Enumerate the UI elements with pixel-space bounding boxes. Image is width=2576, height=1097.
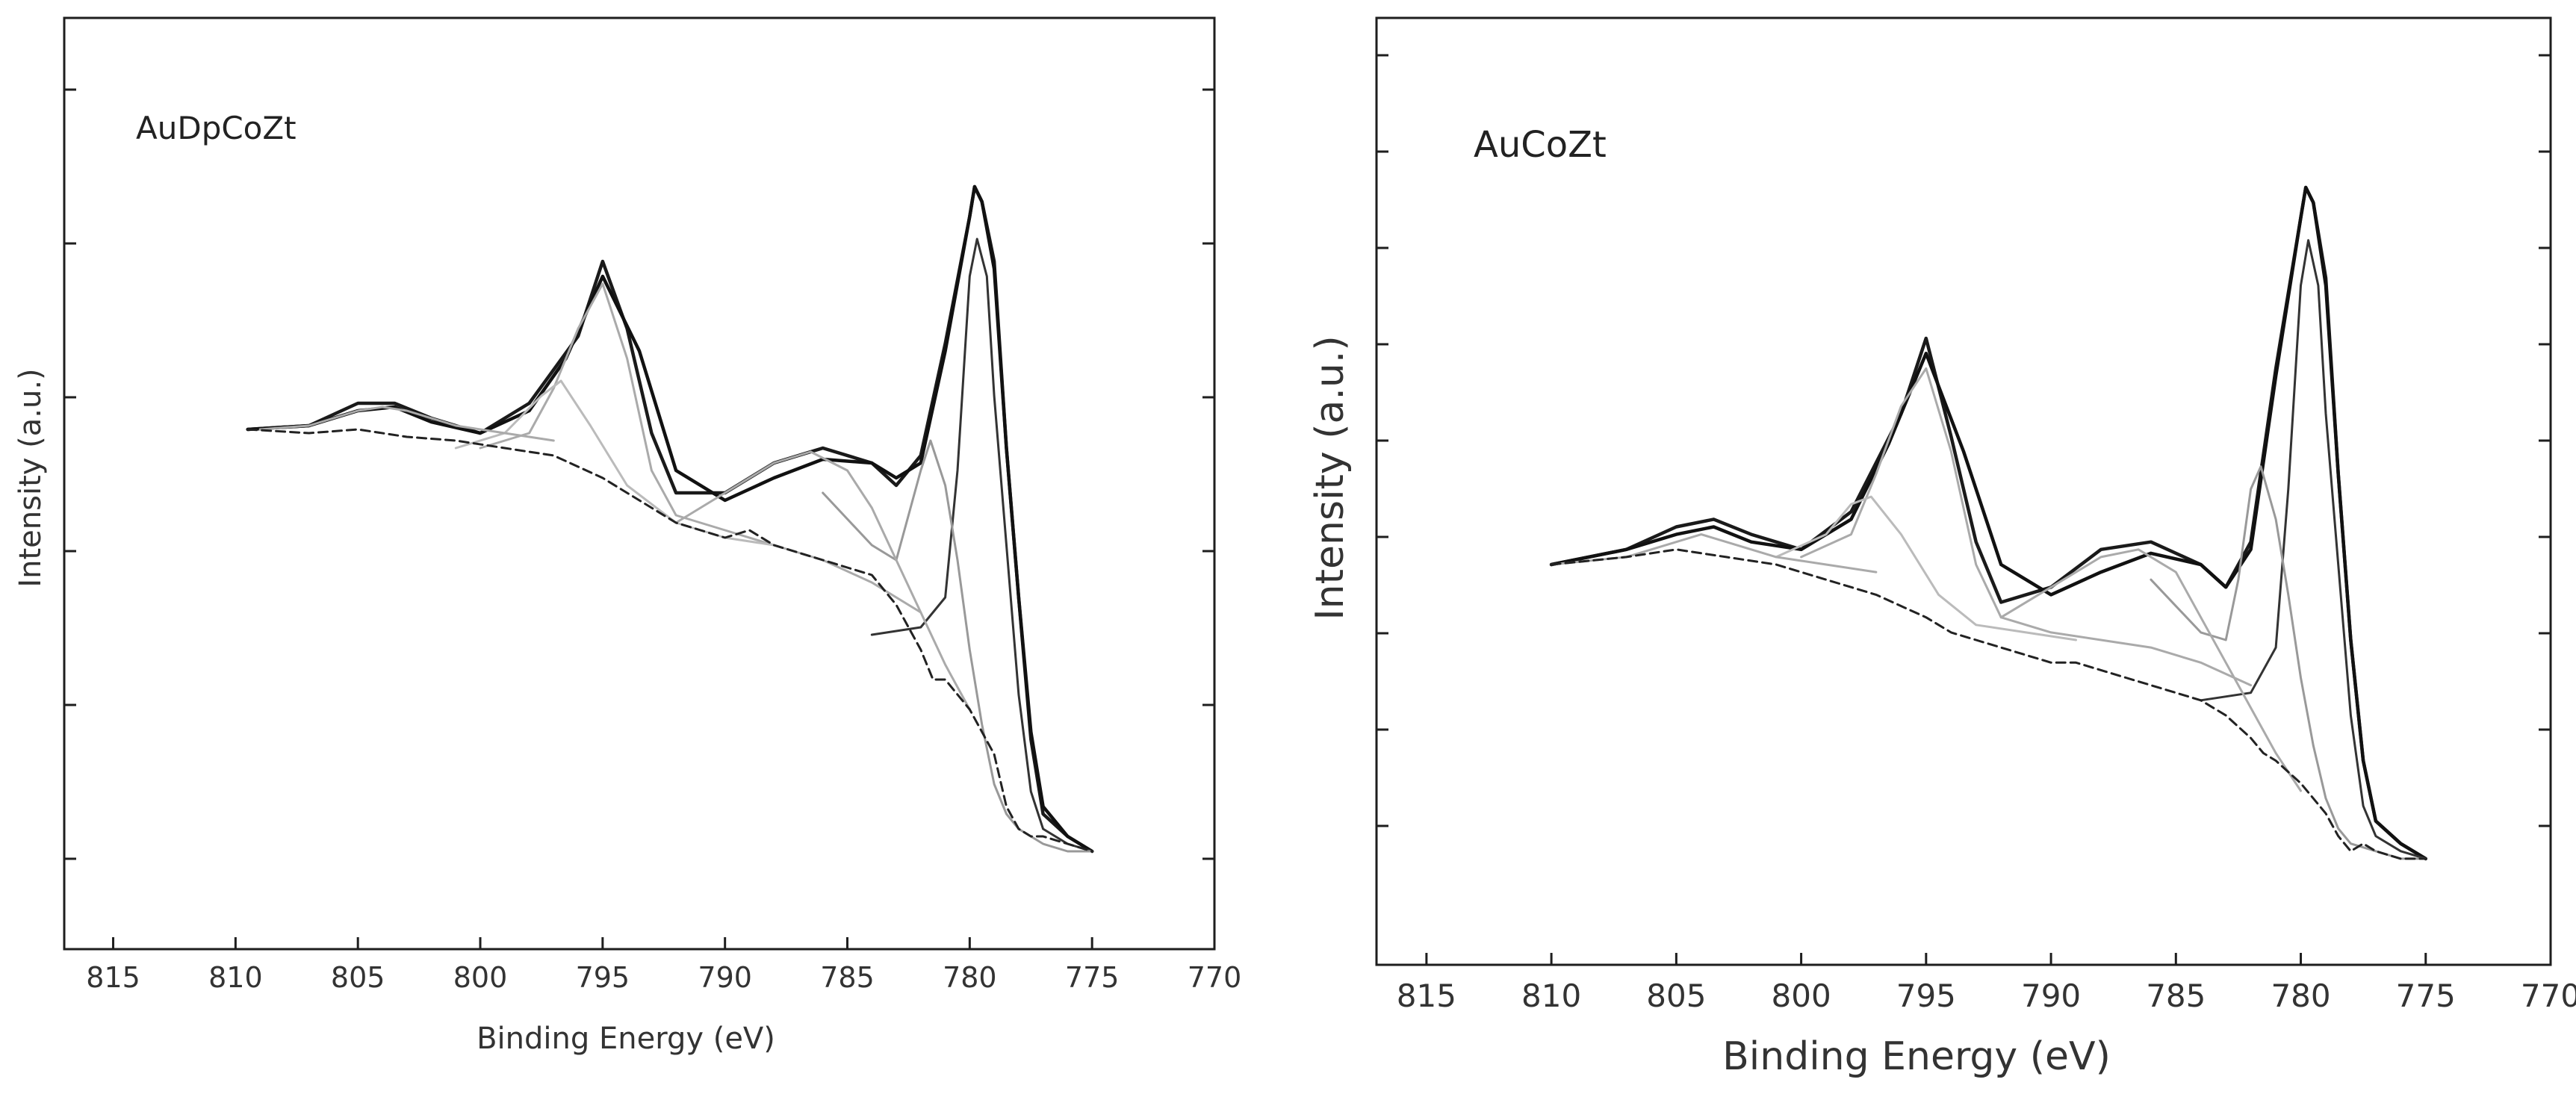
series-layer [1549, 185, 2428, 861]
x-tick-label: 805 [331, 961, 385, 994]
x-tick-label: 815 [86, 961, 140, 994]
x-tick-label: 780 [2271, 978, 2330, 1014]
series-component-796-7-ev [454, 379, 775, 547]
x-tick-label: 775 [2396, 978, 2456, 1014]
y-ticks [1377, 54, 2551, 827]
series-fit-envelope [1549, 185, 2428, 861]
y-axis-label: Intensity (a.u.) [13, 368, 48, 587]
chart-panel-audpcozt: 815 810 805 800 795 790 785 780 775 770 AuDpCoZt … [13, 16, 1241, 1056]
y-axis-label: Intensity (a.u.) [1308, 335, 1353, 620]
y-ticks [64, 88, 1214, 860]
series-component-786-5-ev [674, 450, 971, 711]
series-background [246, 428, 1093, 853]
series-component-797-2-ev [1775, 495, 2077, 641]
series-background [1550, 548, 2427, 860]
x-tick-label: 785 [2146, 978, 2206, 1014]
plot-frame [1375, 16, 2552, 966]
x-tick-label: 790 [2021, 978, 2081, 1014]
series-component-779-7-ev [2200, 239, 2427, 860]
x-tick-label: 770 [1188, 961, 1242, 994]
x-tick-label: 810 [208, 961, 263, 994]
x-axis-label: Binding Energy (eV) [477, 1022, 775, 1056]
x-ticks: 815 810 805 800 795 790 785 780 775 770 [86, 937, 1241, 994]
plot-frame [63, 16, 1216, 951]
x-tick-label: 800 [1772, 978, 1831, 1014]
series-component-781-6-ev [2150, 465, 2427, 860]
x-tick-label: 785 [820, 961, 875, 994]
x-tick-label: 805 [1646, 978, 1706, 1014]
x-tick-label: 815 [1397, 978, 1456, 1014]
series-component-804-ev [1550, 533, 1878, 574]
series-component-795-ev [479, 282, 922, 614]
x-tick-label: 795 [1896, 978, 1956, 1014]
series-component-795-ev [1800, 367, 2253, 687]
x-tick-label: 795 [576, 961, 630, 994]
x-tick-label: 790 [698, 961, 752, 994]
series-component-786-5-ev [1999, 548, 2302, 792]
series-layer [246, 184, 1094, 854]
panel-title: AuCoZt [1474, 124, 1607, 166]
x-tick-label: 780 [943, 961, 997, 994]
chart-panel-aucozt: 815 810 805 800 795 790 785 780 775 770 AuCoZt Bi… [1308, 16, 2576, 1079]
x-tick-label: 775 [1065, 961, 1120, 994]
panel-title: AuDpCoZt [136, 110, 297, 146]
x-ticks: 815 810 805 800 795 790 785 780 775 770 [1397, 953, 2576, 1014]
series-component-781-6-ev [822, 439, 1093, 853]
x-axis-label: Binding Energy (eV) [1722, 1034, 2111, 1079]
x-tick-label: 810 [1521, 978, 1581, 1014]
x-tick-label: 800 [453, 961, 508, 994]
series-component-779-7-ev [870, 237, 1093, 853]
series-fit-envelope [246, 184, 1094, 854]
series-component-804-ev [258, 405, 555, 442]
x-tick-label: 770 [2521, 978, 2576, 1014]
